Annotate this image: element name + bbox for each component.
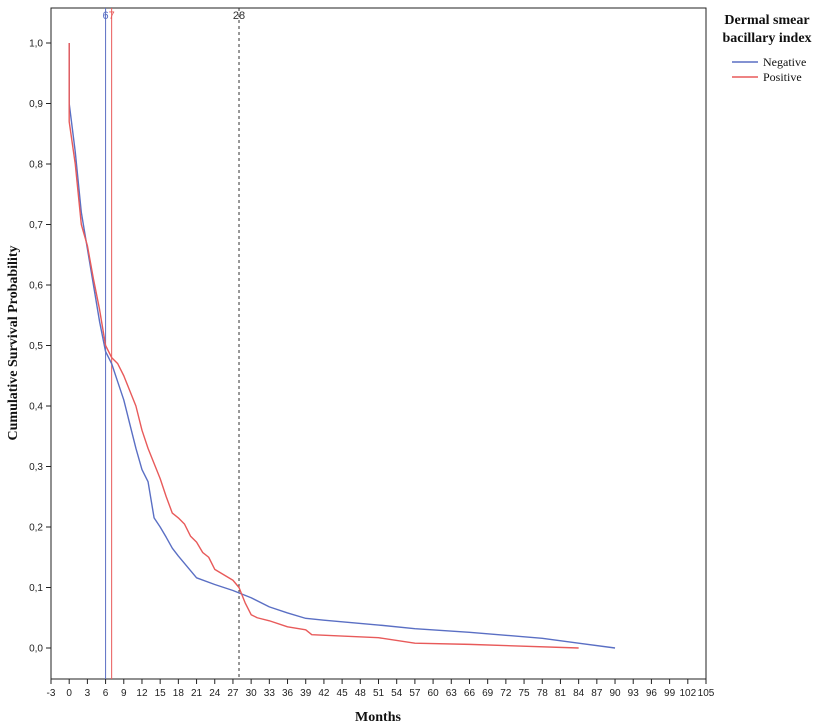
x-tick-label: 3 (85, 688, 91, 699)
x-tick-label: 54 (391, 688, 403, 699)
x-tick-label: 69 (482, 688, 494, 699)
x-tick-label: 66 (464, 688, 476, 699)
x-tick-label: 51 (373, 688, 385, 699)
y-tick-label: 0,8 (29, 160, 43, 171)
y-tick-label: 0,3 (29, 462, 43, 473)
x-tick-label: 42 (318, 688, 330, 699)
legend-title-line: bacillary index (722, 31, 811, 46)
y-tick-label: 0,5 (29, 341, 43, 352)
legend-label-negative: Negative (763, 55, 806, 69)
x-tick-label: 27 (227, 688, 239, 699)
series-line-positive (68, 43, 579, 649)
x-tick-label: 36 (282, 688, 294, 699)
y-tick-label: 0,2 (29, 523, 43, 534)
x-tick-label: 48 (355, 688, 367, 699)
x-tick-label: 60 (428, 688, 440, 699)
reference-label-6: 6 (103, 10, 109, 22)
legend: Dermal smear bacillary index NegativePosit… (722, 13, 811, 84)
x-tick-label: 87 (591, 688, 603, 699)
legend-title-line: Dermal smear (724, 13, 809, 28)
x-tick-label: 12 (136, 688, 148, 699)
reference-label-28: 28 (233, 10, 245, 22)
reference-label-7: 7 (109, 10, 115, 22)
plot-frame (50, 7, 707, 680)
x-tick-label: 6 (103, 688, 109, 699)
y-tick-label: 0,6 (29, 281, 43, 292)
x-tick-label: 15 (155, 688, 167, 699)
x-axis-title: Months (355, 710, 401, 725)
series-lines (68, 43, 616, 649)
x-tick-label: 24 (209, 688, 221, 699)
y-tick-label: 0,1 (29, 583, 43, 594)
x-tick-label: 78 (537, 688, 549, 699)
y-tick-label: 0,4 (29, 402, 43, 413)
y-tick-label: 0,0 (29, 644, 43, 655)
x-tick-label: 21 (191, 688, 203, 699)
x-tick-label: 90 (609, 688, 621, 699)
x-tick-label: 45 (337, 688, 349, 699)
y-tick-label: 0,7 (29, 220, 43, 231)
x-tick-label: 30 (246, 688, 258, 699)
x-tick-label: 93 (628, 688, 640, 699)
series-line-negative (68, 43, 616, 649)
x-tick-label: 39 (300, 688, 312, 699)
x-tick-label: 0 (66, 688, 72, 699)
x-tick-label: 81 (555, 688, 567, 699)
y-tick-label: 1,0 (29, 39, 43, 50)
x-tick-label: 72 (500, 688, 512, 699)
x-tick-label: 33 (264, 688, 276, 699)
x-tick-label: 9 (121, 688, 127, 699)
x-tick-label: 102 (679, 688, 696, 699)
reference-lines: 6 7 28 (103, 8, 245, 679)
x-tick-label: 84 (573, 688, 585, 699)
x-tick-label: 75 (518, 688, 530, 699)
x-tick-label: -3 (47, 688, 56, 699)
legend-label-positive: Positive (763, 70, 802, 84)
y-axis-title: Cumulative Survival Probability (6, 246, 21, 441)
x-tick-label: 99 (664, 688, 676, 699)
x-tick-label: 57 (409, 688, 421, 699)
x-tick-label: 105 (698, 688, 715, 699)
y-tick-label: 0,9 (29, 99, 43, 110)
x-tick-label: 18 (173, 688, 185, 699)
x-tick-label: 63 (446, 688, 458, 699)
axes: 0,00,10,20,30,40,50,60,70,80,91,0-3 0 3 6 9 1… (29, 7, 715, 699)
x-tick-label: 96 (646, 688, 658, 699)
